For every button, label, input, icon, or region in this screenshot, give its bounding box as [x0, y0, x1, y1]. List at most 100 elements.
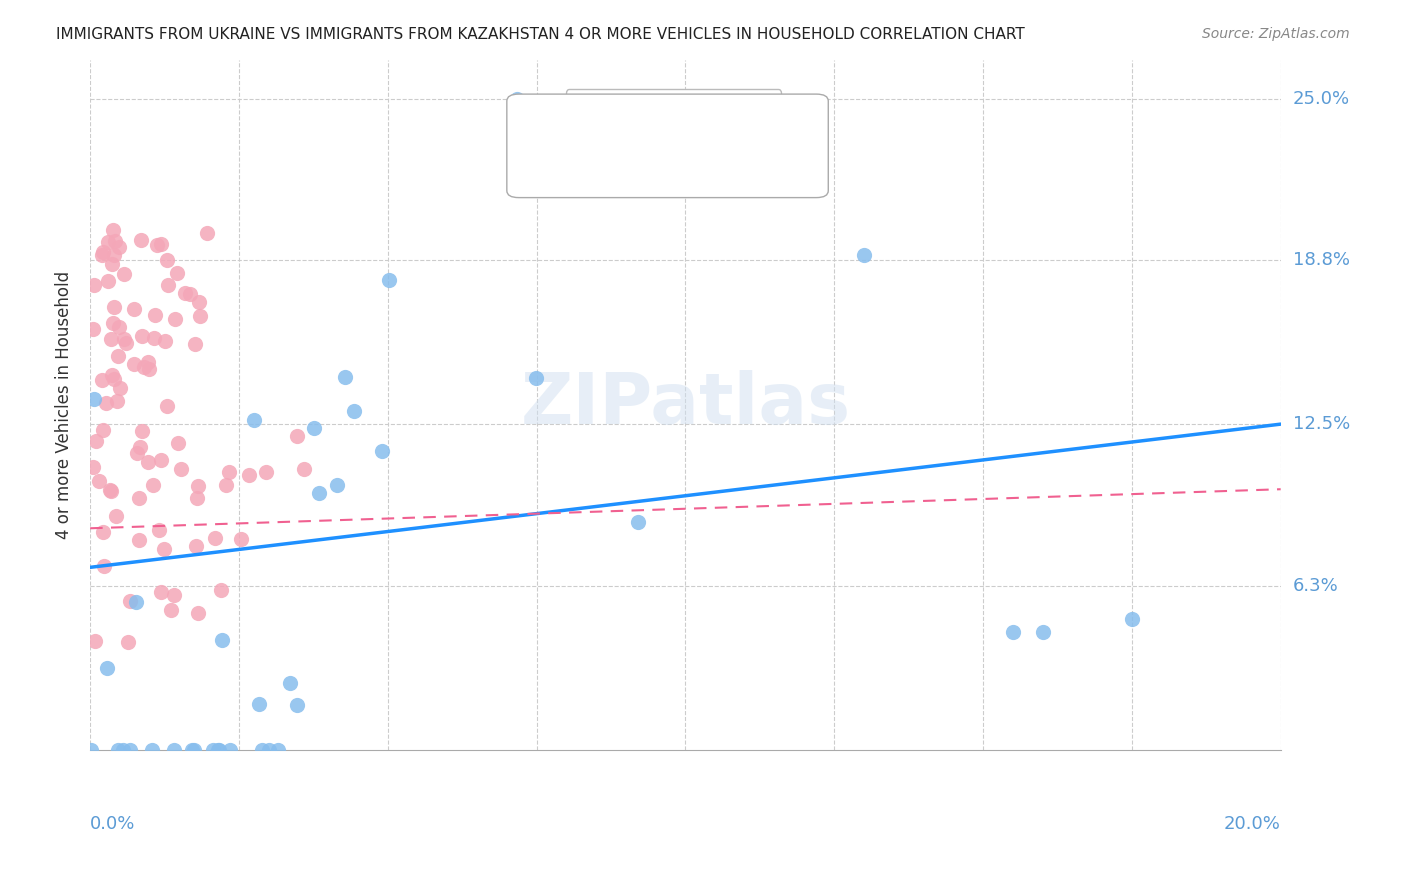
Point [173, 286, 195, 301]
Point [105, 393, 128, 408]
Point [131, 329, 153, 343]
Point [249, 697, 271, 711]
Point [326, 478, 349, 492]
Point [853, 248, 876, 262]
Point [117, 635, 139, 649]
Point [209, 583, 232, 598]
Point [107, 742, 129, 756]
Point [103, 372, 125, 386]
Point [97, 235, 120, 249]
Point [82, 460, 104, 475]
Point [97, 274, 120, 288]
Point [93, 559, 115, 574]
Point [96, 661, 118, 675]
Point [207, 742, 229, 756]
Point [100, 483, 122, 498]
Point [184, 337, 207, 351]
Point [378, 273, 401, 287]
Legend: R = 0.227   N = 37, R = 0.090   N = 88: R = 0.227 N = 37, R = 0.090 N = 88 [565, 89, 782, 154]
Point [125, 446, 148, 460]
Point [188, 294, 211, 309]
Point [149, 453, 172, 467]
Point [187, 607, 209, 621]
Text: Source: ZipAtlas.com: Source: ZipAtlas.com [1202, 27, 1350, 41]
Point [112, 332, 135, 346]
Point [153, 542, 176, 557]
Point [107, 349, 129, 363]
Point [506, 92, 529, 106]
Point [132, 360, 155, 375]
Point [148, 524, 170, 538]
Point [1121, 612, 1143, 626]
Point [211, 632, 233, 647]
Point [107, 319, 129, 334]
Point [218, 742, 240, 756]
Point [238, 467, 260, 482]
Point [179, 286, 201, 301]
Point [124, 594, 146, 608]
Point [156, 253, 179, 268]
Point [343, 404, 366, 418]
Point [124, 302, 146, 317]
Point [91, 244, 114, 259]
Point [115, 335, 138, 350]
Point [84, 634, 107, 648]
Point [138, 354, 160, 368]
Point [243, 413, 266, 427]
Point [157, 277, 180, 292]
Text: 20.0%: 20.0% [1223, 814, 1281, 833]
Point [292, 461, 315, 475]
Point [128, 441, 150, 455]
Point [101, 223, 124, 237]
Point [103, 300, 125, 314]
Point [94, 396, 117, 410]
Point [267, 742, 290, 756]
Point [280, 676, 302, 690]
Point [627, 515, 650, 529]
Point [118, 594, 141, 608]
Point [167, 436, 190, 450]
Point [129, 233, 152, 247]
Point [1001, 625, 1024, 640]
Point [160, 603, 183, 617]
Point [101, 368, 124, 383]
Point [80, 742, 103, 756]
Point [183, 742, 205, 756]
Point [100, 332, 122, 346]
Point [122, 357, 145, 371]
Point [150, 237, 173, 252]
Point [371, 444, 394, 458]
Point [186, 491, 208, 505]
Point [208, 742, 231, 756]
Point [335, 369, 357, 384]
Point [86, 434, 108, 449]
Point [112, 267, 135, 281]
Point [91, 423, 114, 437]
Point [524, 371, 547, 385]
Point [128, 533, 150, 547]
Point [87, 474, 110, 488]
Point [187, 479, 209, 493]
Point [108, 239, 131, 253]
Point [254, 465, 277, 479]
Point [83, 278, 105, 293]
Point [165, 312, 187, 326]
Point [170, 462, 193, 476]
Text: 25.0%: 25.0% [1292, 90, 1350, 108]
Point [138, 455, 160, 469]
Point [82, 322, 104, 336]
Point [83, 392, 105, 406]
Point [104, 508, 127, 523]
Point [91, 525, 114, 540]
Text: 4 or more Vehicles in Household: 4 or more Vehicles in Household [55, 270, 73, 539]
Point [250, 742, 273, 756]
Point [180, 742, 202, 756]
Point [166, 266, 188, 280]
Point [285, 698, 308, 713]
Point [110, 381, 132, 395]
Point [141, 478, 163, 492]
Point [131, 424, 153, 438]
Point [162, 742, 184, 756]
Point [104, 234, 127, 248]
Point [143, 331, 166, 345]
